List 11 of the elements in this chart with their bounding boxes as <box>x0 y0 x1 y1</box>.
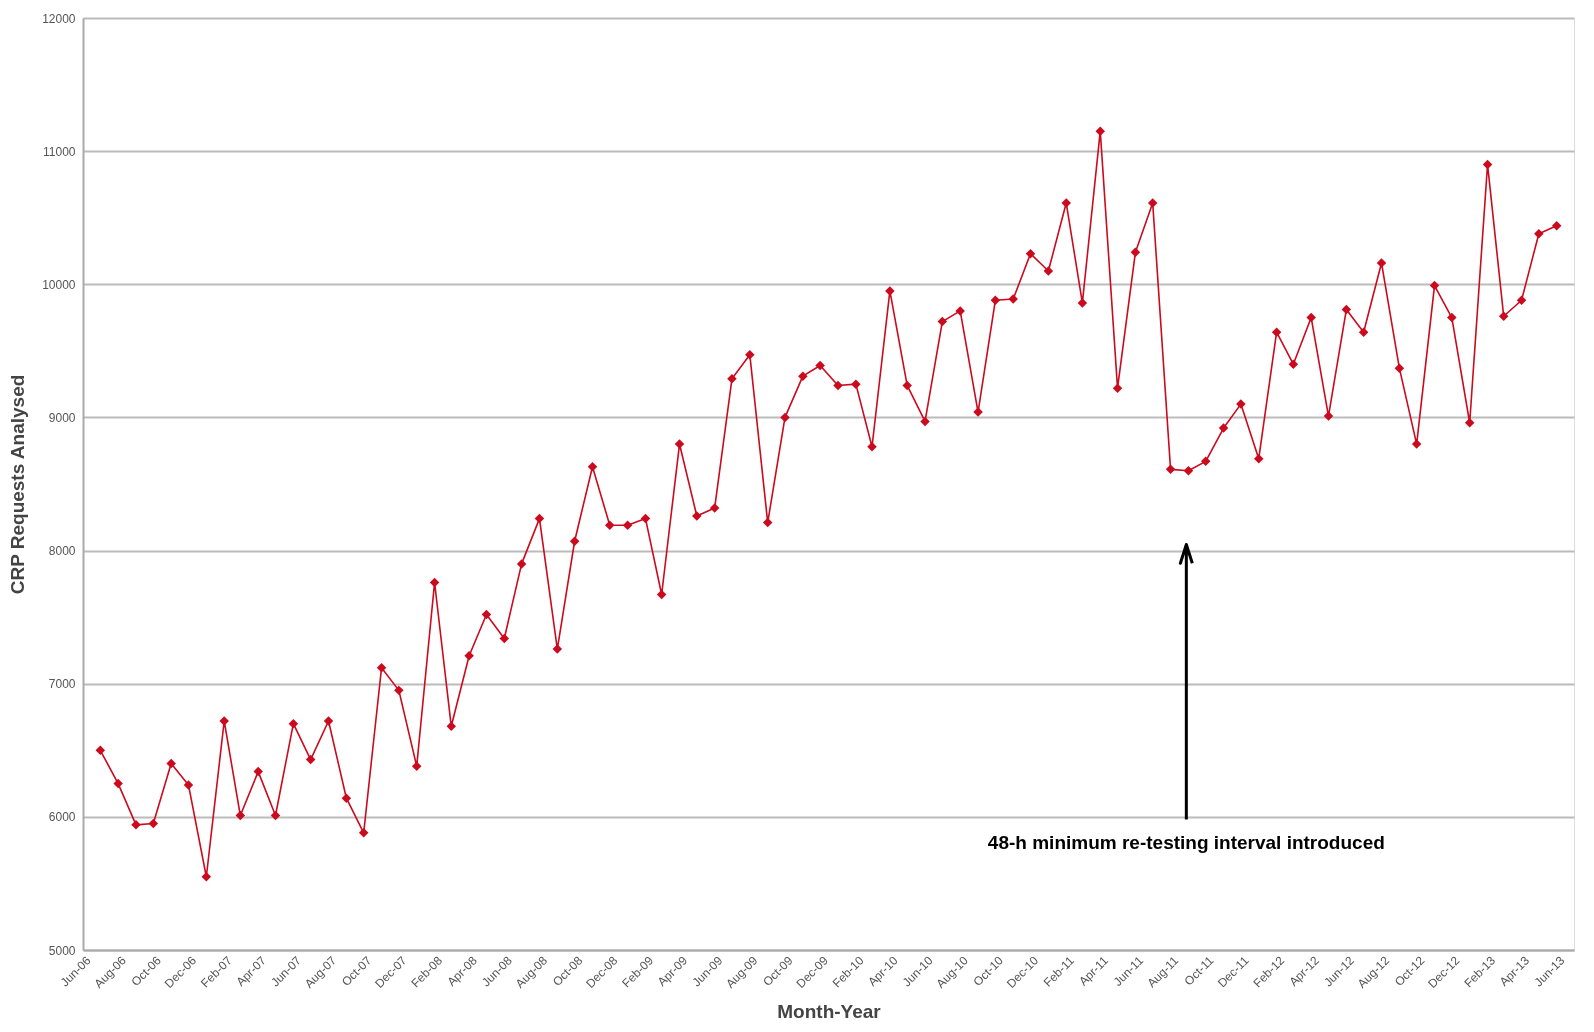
y-tick-label: 7000 <box>48 677 76 692</box>
y-axis-title: CRP Requests Analysed <box>7 374 29 595</box>
y-tick-label: 9000 <box>48 410 76 425</box>
y-tick-label: 11000 <box>43 144 76 159</box>
y-tick-label: 5000 <box>48 943 76 958</box>
y-tick-label: 8000 <box>48 544 76 559</box>
y-tick-label: 12000 <box>42 11 76 26</box>
annotation: 48-h minimum re-testing interval introduced <box>987 831 1385 853</box>
y-tick-label: 10000 <box>42 277 76 292</box>
y-tick-label: 6000 <box>48 810 76 825</box>
x-axis-title: Month-Year <box>777 1001 882 1022</box>
